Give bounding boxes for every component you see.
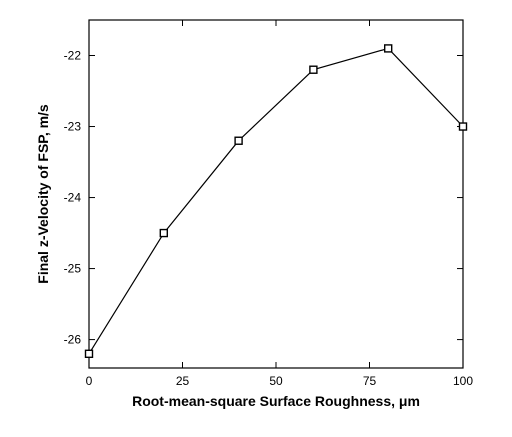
data-point xyxy=(384,44,393,53)
data-point xyxy=(84,349,94,358)
axis-ticks xyxy=(88,20,464,368)
x-tick-label: 0 xyxy=(86,374,93,388)
data-point xyxy=(458,122,468,131)
y-axis-title: Final z-Velocity of FSP, m/s xyxy=(35,104,51,284)
data-point xyxy=(159,228,169,238)
series-line xyxy=(88,47,464,355)
x-tick-label: 75 xyxy=(363,374,377,388)
data-markers xyxy=(84,44,468,358)
tick-labels: 0 25 50 75 100 -26 -25 -24 -23 -22 xyxy=(64,49,474,388)
y-tick-label: -23 xyxy=(64,120,82,134)
plot-frame xyxy=(88,19,464,369)
x-tick-label: 50 xyxy=(269,374,283,388)
x-tick-label: 25 xyxy=(176,374,190,388)
data-point xyxy=(309,65,318,74)
y-tick-label: -22 xyxy=(64,49,82,63)
x-tick-label: 100 xyxy=(453,374,473,388)
y-tick-label: -25 xyxy=(64,262,82,276)
y-tick-label: -24 xyxy=(64,191,82,205)
data-point xyxy=(234,136,243,145)
x-axis-title: Root-mean-square Surface Roughness, μm xyxy=(132,393,420,409)
y-tick-label: -26 xyxy=(64,333,82,347)
